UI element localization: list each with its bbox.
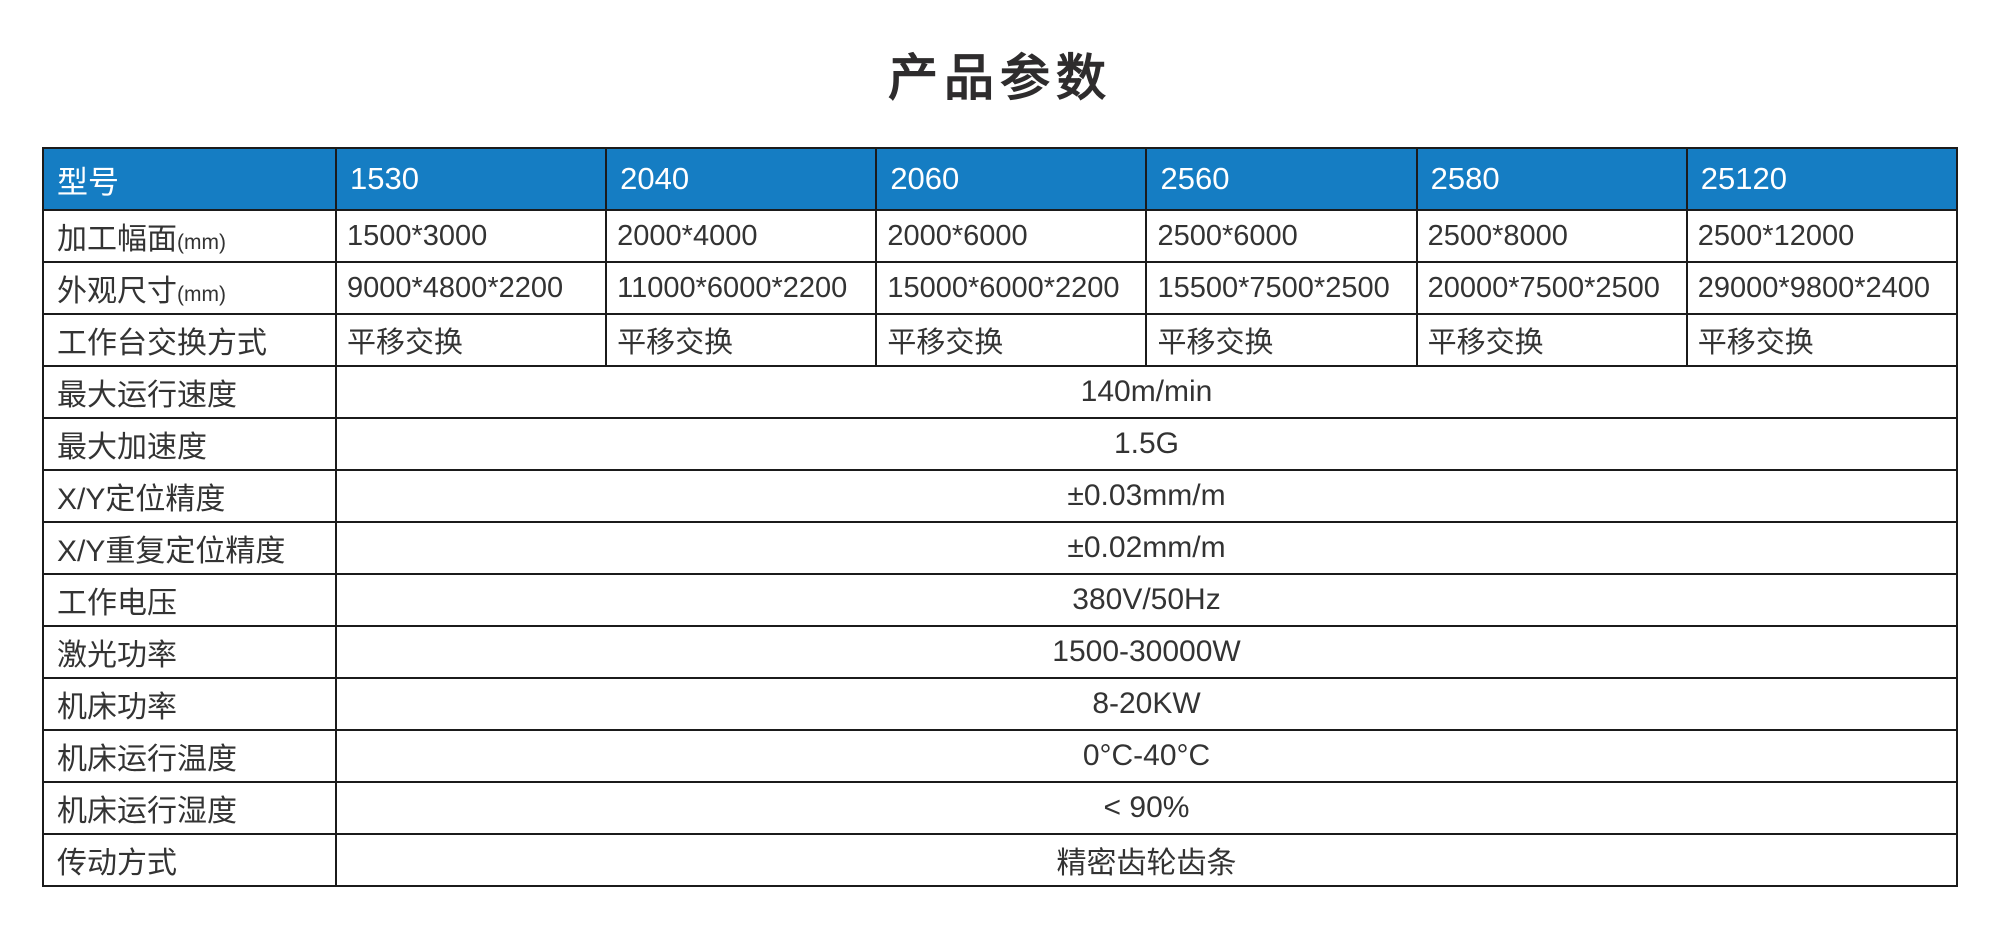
- row-label-text: 外观尺寸: [57, 275, 177, 308]
- cell-value: 11000*6000*2200: [605, 261, 878, 315]
- cell-value: 29000*9800*2400: [1685, 261, 1959, 315]
- row-label-repeat-accuracy: X/Y重复定位精度: [42, 521, 337, 575]
- table-row-working-area: 加工幅面(mm) 1500*3000 2000*4000 2000*6000 2…: [42, 209, 1959, 263]
- row-label-max-speed: 最大运行速度: [42, 365, 337, 419]
- row-label-text: 工作台交换方式: [57, 327, 267, 360]
- row-label-unit: (mm): [177, 231, 226, 254]
- header-cell-model-2580: 2580: [1415, 147, 1688, 211]
- cell-shared-value: 精密齿轮齿条: [335, 833, 1958, 887]
- cell-value: 平移交换: [1415, 313, 1688, 367]
- table-row-positioning-accuracy: X/Y定位精度 ±0.03mm/m: [42, 469, 1958, 523]
- cell-value: 20000*7500*2500: [1415, 261, 1688, 315]
- table-header-row: 型号 1530 2040 2060 2560 2580 25120: [42, 147, 1959, 211]
- table-row-repeat-accuracy: X/Y重复定位精度 ±0.02mm/m: [42, 521, 1958, 575]
- header-cell-model-25120: 25120: [1685, 147, 1959, 211]
- product-spec-table: 型号 1530 2040 2060 2560 2580 25120 加工幅面(m…: [42, 147, 1959, 887]
- cell-shared-value: < 90%: [335, 781, 1958, 835]
- table-row-dimensions: 外观尺寸(mm) 9000*4800*2200 11000*6000*2200 …: [42, 261, 1959, 315]
- row-label-operating-humidity: 机床运行湿度: [42, 781, 337, 835]
- cell-value: 平移交换: [875, 313, 1148, 367]
- row-label-max-acceleration: 最大加速度: [42, 417, 337, 471]
- table-row-max-speed: 最大运行速度 140m/min: [42, 365, 1958, 419]
- cell-value: 2500*6000: [1145, 209, 1418, 263]
- cell-value: 9000*4800*2200: [334, 261, 608, 315]
- cell-value: 平移交换: [1145, 313, 1418, 367]
- row-label-transmission-mode: 传动方式: [42, 833, 337, 887]
- row-label-operating-temperature: 机床运行温度: [42, 729, 337, 783]
- table-row-machine-power: 机床功率 8-20KW: [42, 677, 1958, 731]
- cell-shared-value: ±0.03mm/m: [335, 469, 1958, 523]
- cell-value: 2000*6000: [875, 209, 1148, 263]
- cell-shared-value: 380V/50Hz: [335, 573, 1958, 627]
- row-label-dimensions: 外观尺寸(mm): [42, 261, 337, 315]
- cell-value: 2500*12000: [1685, 209, 1959, 263]
- header-cell-model-2560: 2560: [1145, 147, 1418, 211]
- cell-shared-value: 1500-30000W: [335, 625, 1958, 679]
- cell-value: 15000*6000*2200: [875, 261, 1148, 315]
- cell-shared-value: ±0.02mm/m: [335, 521, 1958, 575]
- row-label-positioning-accuracy: X/Y定位精度: [42, 469, 337, 523]
- header-cell-model-label: 型号: [42, 147, 337, 211]
- header-cell-model-1530: 1530: [334, 147, 608, 211]
- cell-value: 平移交换: [334, 313, 608, 367]
- table-row-operating-temperature: 机床运行温度 0°C-40°C: [42, 729, 1958, 783]
- cell-value: 2500*8000: [1415, 209, 1688, 263]
- cell-shared-value: 1.5G: [335, 417, 1958, 471]
- row-label-text: 加工幅面: [57, 223, 177, 256]
- row-label-working-area: 加工幅面(mm): [42, 209, 337, 263]
- row-label-unit: (mm): [177, 283, 226, 306]
- row-label-laser-power: 激光功率: [42, 625, 337, 679]
- cell-value: 平移交换: [605, 313, 878, 367]
- cell-value: 15500*7500*2500: [1145, 261, 1418, 315]
- cell-shared-value: 0°C-40°C: [335, 729, 1958, 783]
- table-row-max-acceleration: 最大加速度 1.5G: [42, 417, 1958, 471]
- table-row-operating-humidity: 机床运行湿度 < 90%: [42, 781, 1958, 835]
- cell-shared-value: 140m/min: [335, 365, 1958, 419]
- table-row-working-voltage: 工作电压 380V/50Hz: [42, 573, 1958, 627]
- row-label-machine-power: 机床功率: [42, 677, 337, 731]
- table-row-table-exchange: 工作台交换方式 平移交换 平移交换 平移交换 平移交换 平移交换 平移交换: [42, 313, 1959, 367]
- cell-shared-value: 8-20KW: [335, 677, 1958, 731]
- table-row-laser-power: 激光功率 1500-30000W: [42, 625, 1958, 679]
- cell-value: 2000*4000: [605, 209, 878, 263]
- header-cell-model-2060: 2060: [875, 147, 1148, 211]
- header-cell-model-2040: 2040: [605, 147, 878, 211]
- page-title: 产品参数: [888, 50, 1112, 106]
- cell-value: 平移交换: [1685, 313, 1959, 367]
- row-label-working-voltage: 工作电压: [42, 573, 337, 627]
- cell-value: 1500*3000: [334, 209, 608, 263]
- row-label-table-exchange: 工作台交换方式: [42, 313, 337, 367]
- table-row-transmission-mode: 传动方式 精密齿轮齿条: [42, 833, 1958, 887]
